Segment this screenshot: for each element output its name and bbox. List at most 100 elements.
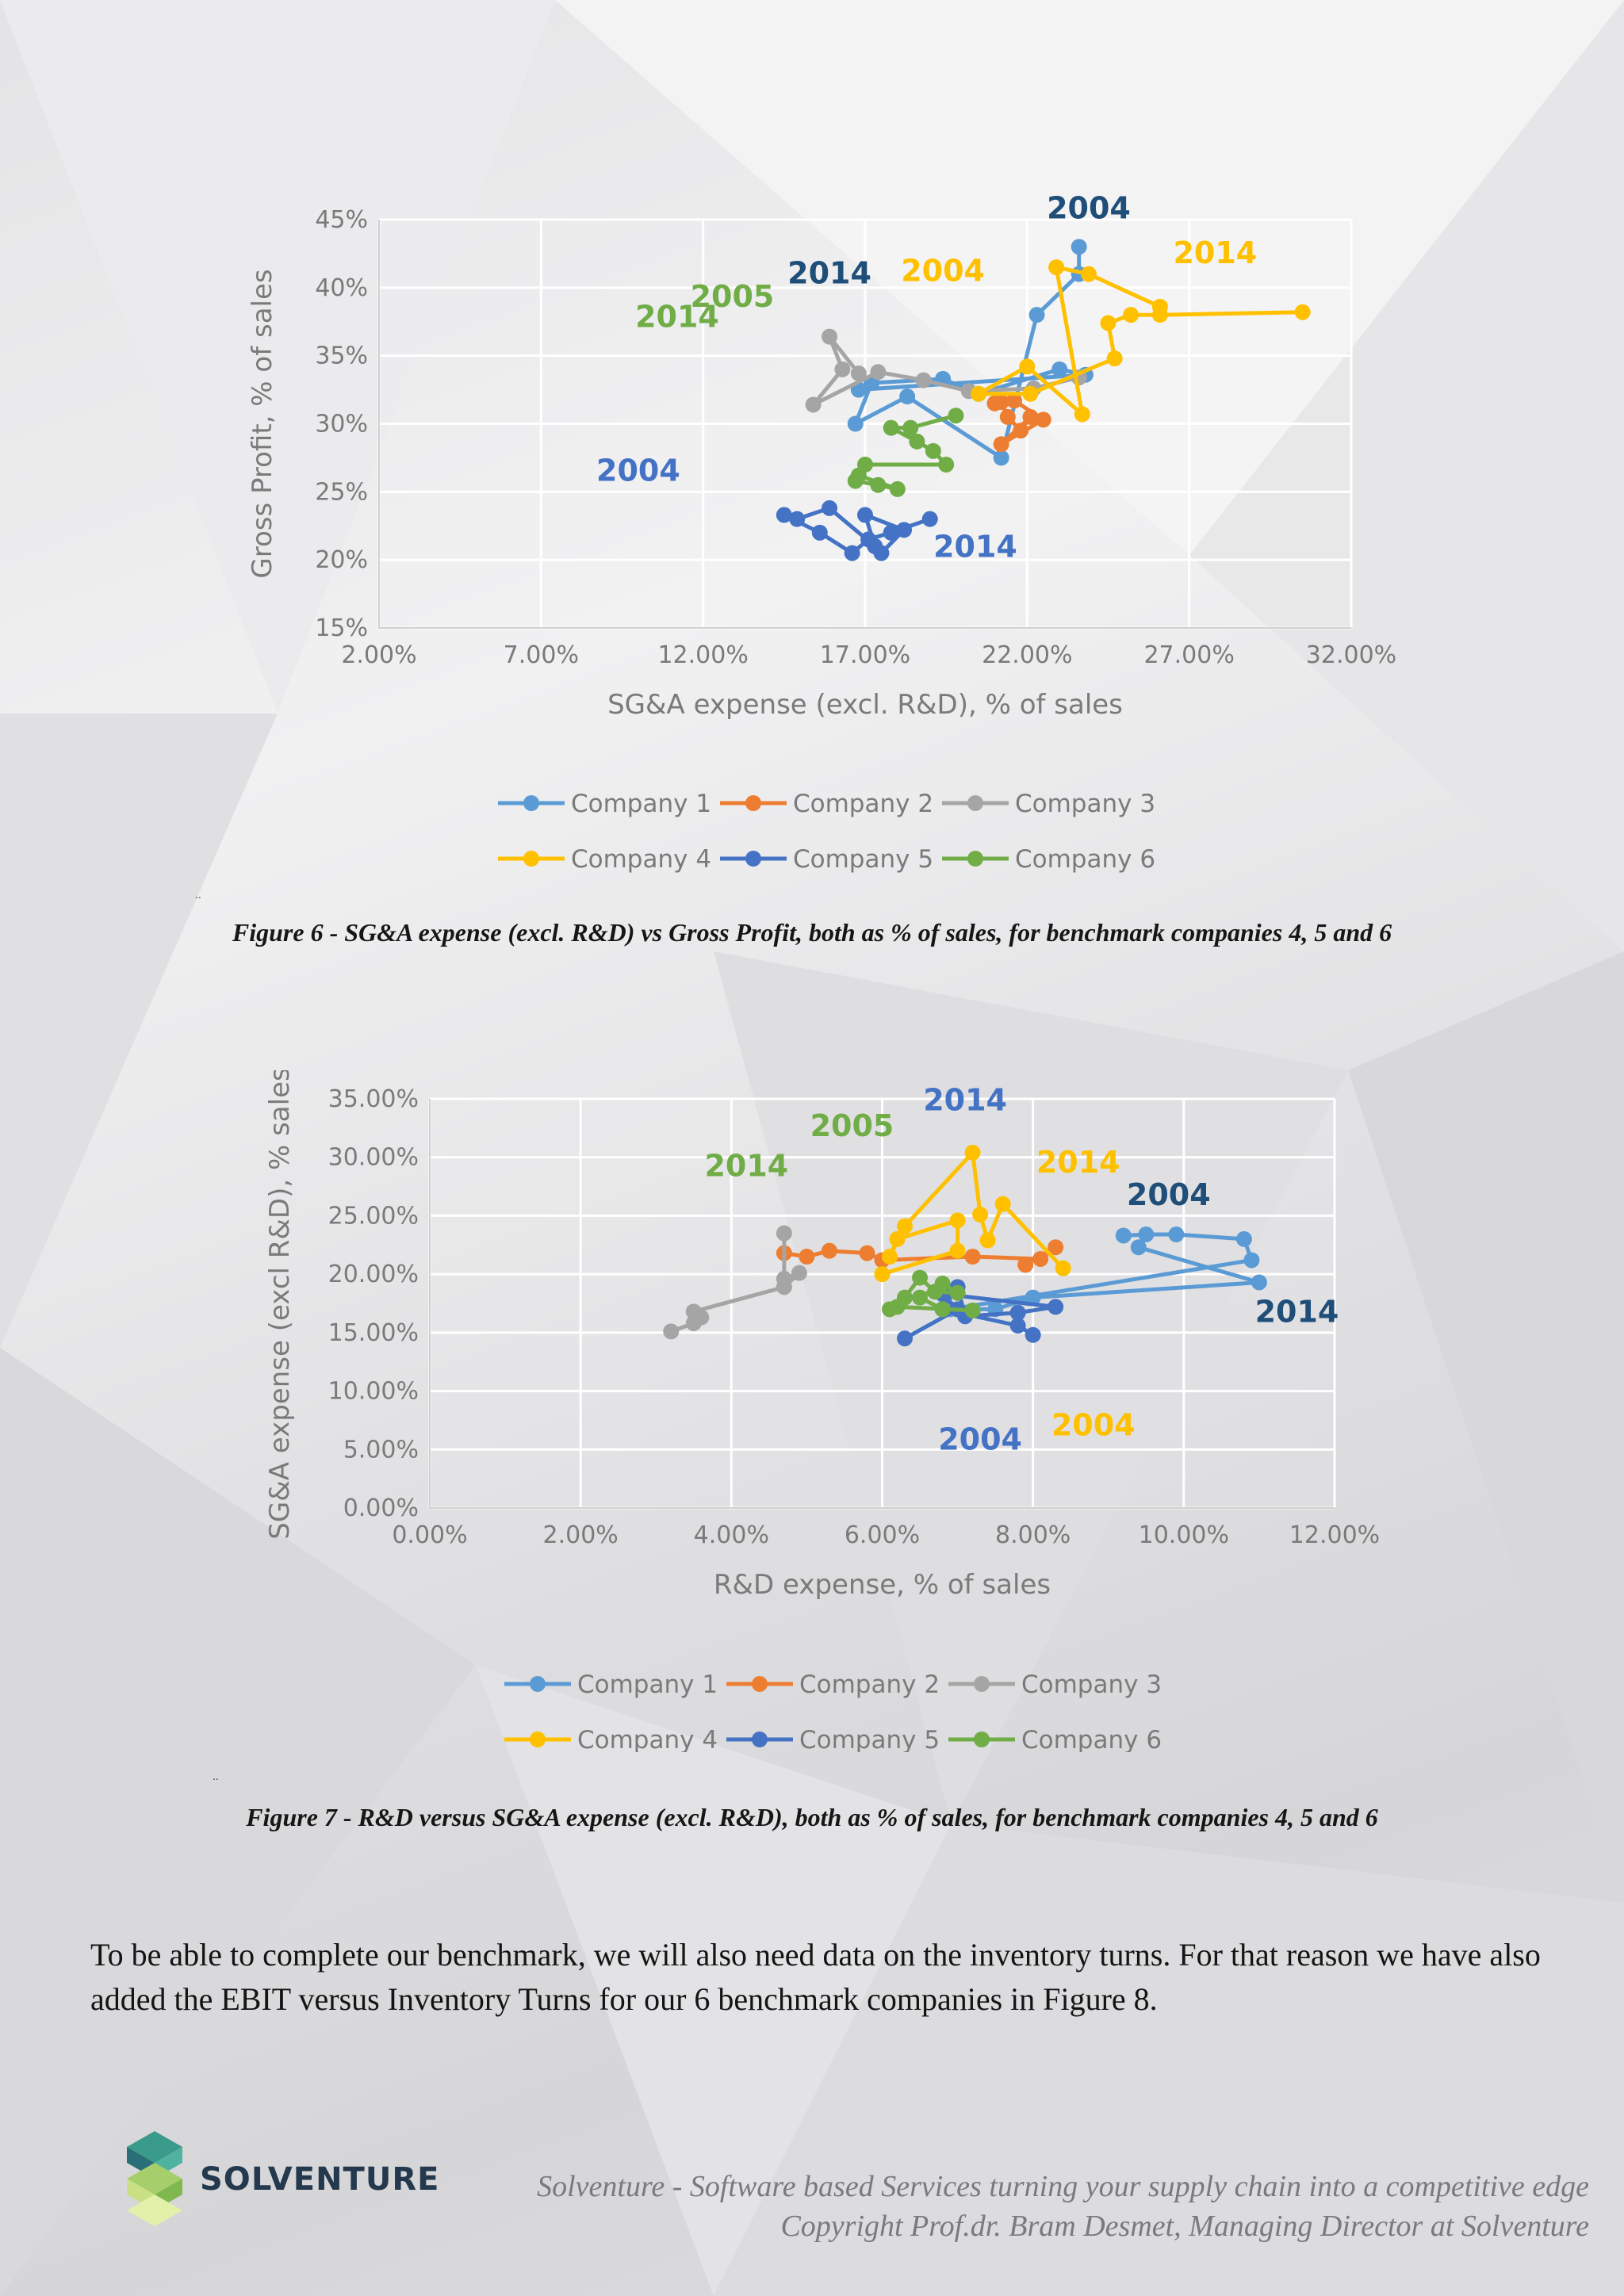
data-point-company-6 (912, 1289, 929, 1306)
data-point-company-4 (897, 1218, 914, 1234)
data-point-company-4 (1022, 385, 1039, 402)
data-point-company-4 (1151, 298, 1168, 315)
data-point-company-6 (934, 1301, 951, 1318)
data-point-company-2 (1013, 423, 1029, 439)
data-point-company-3 (870, 364, 887, 381)
year-annotation: 2005 (691, 279, 775, 314)
data-point-company-6 (934, 1275, 951, 1292)
data-point-company-4 (1074, 406, 1090, 423)
data-point-company-5 (1009, 1318, 1026, 1334)
data-point-company-4 (979, 1232, 996, 1249)
data-point-company-4 (874, 1266, 891, 1283)
x-tick-label: 0.00% (392, 1521, 467, 1549)
y-tick-label: 20% (315, 546, 368, 574)
data-point-company-1 (1168, 1226, 1185, 1243)
year-annotation: 2014 (704, 1148, 788, 1183)
data-point-company-5 (896, 522, 913, 538)
x-tick-label: 32.00% (1306, 641, 1396, 669)
y-tick-label: 45% (315, 206, 368, 234)
data-point-company-5 (897, 1330, 914, 1347)
year-annotation: 2005 (810, 1108, 894, 1143)
x-tick-label: 22.00% (982, 641, 1072, 669)
data-point-company-3 (776, 1225, 792, 1242)
x-tick-label: 10.00% (1139, 1521, 1229, 1549)
data-point-company-6 (912, 1269, 929, 1286)
x-tick-label: 2.00% (543, 1521, 619, 1549)
series-line-company-6 (888, 1276, 975, 1313)
y-axis-title: SG&A expense (excl R&D), % sales (264, 1070, 296, 1540)
x-tick-label: 7.00% (504, 641, 579, 669)
data-point-company-3 (791, 1265, 807, 1281)
year-annotation: 2014 (1036, 1145, 1120, 1180)
y-tick-label: 35% (315, 342, 368, 370)
series-line-company-1 (948, 1232, 1262, 1311)
data-point-company-2 (821, 1242, 837, 1259)
data-point-company-6 (889, 480, 906, 497)
y-tick-label: 25.00% (328, 1202, 419, 1230)
data-point-company-1 (1235, 1230, 1252, 1247)
data-point-company-2 (986, 395, 1003, 411)
data-point-company-6 (889, 1299, 906, 1315)
data-point-company-1 (1243, 1252, 1260, 1269)
data-point-company-4 (994, 1196, 1011, 1212)
data-point-company-4 (964, 1144, 981, 1161)
data-point-company-3 (822, 328, 838, 345)
data-point-company-4 (1048, 259, 1065, 276)
data-point-company-3 (915, 372, 932, 388)
data-point-company-4 (1106, 350, 1123, 367)
x-tick-label: 6.00% (845, 1521, 920, 1549)
data-point-company-2 (799, 1249, 815, 1265)
legend-entry-company-1: Company 1 (571, 790, 711, 818)
body-paragraph: To be able to complete our benchmark, we… (90, 1937, 1541, 2017)
data-point-company-3 (776, 1279, 792, 1295)
legend-marker-company-4 (523, 851, 539, 867)
y-tick-label: 10.00% (328, 1378, 419, 1406)
data-point-company-1 (847, 415, 864, 432)
data-point-company-1 (1028, 307, 1045, 323)
figure6-caption: Figure 6 - SG&A expense (excl. R&D) vs G… (232, 918, 1392, 947)
data-point-company-6 (938, 457, 955, 473)
solventure-logo-icon (127, 2131, 182, 2226)
y-tick-label: 20.00% (328, 1261, 419, 1288)
x-axis-title: R&D expense, % of sales (714, 1569, 1051, 1601)
data-point-company-2 (1017, 1257, 1034, 1273)
legend-marker-company-1 (530, 1676, 546, 1692)
year-annotation: 2014 (923, 1083, 1007, 1118)
data-point-company-4 (1019, 358, 1036, 375)
stray-mark: .. (195, 888, 201, 901)
legend-marker-company-2 (752, 1676, 768, 1692)
legend-entry-company-4: Company 4 (571, 845, 711, 874)
x-tick-label: 4.00% (694, 1521, 769, 1549)
x-tick-label: 12.00% (657, 641, 748, 669)
data-point-company-3 (685, 1315, 702, 1332)
legend-marker-company-3 (974, 1676, 990, 1692)
figure6-chart: 2.00% 7.00% 12.00% 17.00% 22.00% 27.00% 32.00%… (247, 190, 1396, 874)
legend-entry-company-3: Company 3 (1021, 1670, 1162, 1699)
data-point-company-2 (1032, 1250, 1049, 1267)
data-point-company-5 (1025, 1326, 1041, 1343)
data-point-company-6 (883, 419, 899, 436)
data-point-company-3 (850, 365, 867, 381)
data-point-company-1 (1130, 1239, 1147, 1256)
data-point-company-6 (949, 1284, 966, 1301)
data-point-company-3 (805, 396, 822, 413)
y-tick-label: 40% (315, 274, 368, 302)
data-point-company-4 (971, 385, 987, 402)
x-tick-label: 27.00% (1143, 641, 1234, 669)
logo-wordmark: SOLVENTURE (200, 2161, 440, 2198)
year-annotation: 2014 (635, 300, 719, 335)
data-point-company-4 (889, 1230, 906, 1247)
legend-marker-company-6 (974, 1732, 990, 1747)
y-tick-label: 30.00% (328, 1144, 419, 1172)
year-annotation: 2014 (1173, 235, 1257, 270)
data-point-company-4 (949, 1242, 966, 1259)
legend-entry-company-2: Company 2 (799, 1670, 940, 1699)
y-tick-label: 25% (315, 478, 368, 506)
footer-copyright: Copyright Prof.dr. Bram Desmet, Managing… (780, 2210, 1589, 2243)
data-point-company-4 (1080, 266, 1097, 282)
data-point-company-5 (822, 499, 838, 516)
legend-entry-company-1: Company 1 (577, 1670, 718, 1699)
data-point-company-5 (1048, 1299, 1064, 1315)
data-point-company-2 (1035, 411, 1051, 428)
legend-marker-company-6 (967, 851, 983, 867)
